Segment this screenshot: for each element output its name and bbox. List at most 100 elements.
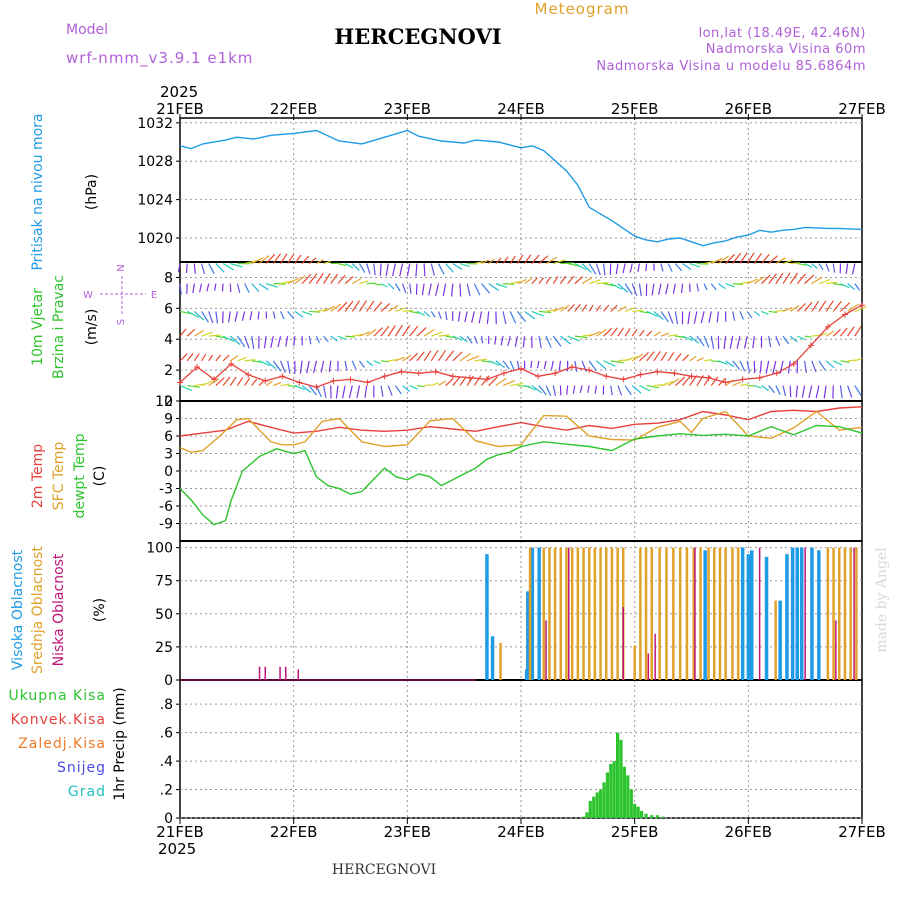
wind-arrow — [459, 283, 462, 297]
wind-speed-marker — [859, 302, 865, 309]
wind-arrow — [322, 385, 327, 399]
wind-arrow — [473, 375, 482, 386]
wind-arrow — [193, 263, 196, 274]
wind-speed-marker — [347, 376, 354, 383]
wind-arrow — [229, 376, 237, 386]
wind-arrow — [373, 263, 376, 276]
wind-arrow — [668, 334, 678, 337]
y-tick-label: 1024 — [137, 193, 173, 209]
wind-speed-marker — [739, 376, 746, 383]
wind-arrow — [348, 385, 353, 399]
wind-arrow — [424, 384, 432, 387]
cloud-bar — [853, 547, 855, 680]
wind-arrow — [761, 385, 769, 391]
wind-speed-marker — [705, 374, 712, 381]
y-tick-label: 75 — [155, 574, 173, 590]
wind-arrow — [323, 305, 335, 312]
wind-arrow — [244, 359, 256, 362]
wind-arrow — [366, 263, 371, 275]
wind-arrow — [689, 355, 697, 362]
wind-arrow — [236, 377, 244, 386]
wind-arrow — [473, 335, 478, 344]
wind-arrow — [833, 283, 844, 286]
wind-arrow — [437, 263, 445, 275]
wind-arrow — [818, 279, 831, 285]
wind-arrow — [624, 385, 632, 396]
wind-arrow — [507, 335, 511, 347]
wind-arrow — [645, 263, 648, 272]
wind-arrow — [423, 328, 435, 337]
wind-arrow — [215, 354, 222, 362]
wind-arrow — [287, 253, 295, 264]
wind-unit: (m/s) — [84, 309, 100, 346]
wind-arrow — [516, 254, 524, 264]
wind-arrow — [379, 263, 382, 276]
wind-speed-marker — [228, 360, 235, 367]
compass-e: E — [151, 290, 157, 301]
wind-arrow — [344, 300, 354, 312]
wind-arrow — [478, 311, 483, 324]
wind-arrow — [739, 311, 744, 320]
wind-arrow — [765, 360, 770, 374]
wind-arrow — [228, 311, 231, 323]
wind-arrow — [464, 311, 468, 323]
cloud-bar — [593, 547, 597, 680]
wind-arrow — [732, 381, 741, 387]
wind-arrow — [768, 255, 778, 264]
wind-arrow — [402, 385, 411, 393]
wind-speed-marker — [364, 379, 371, 386]
wind-arrow — [687, 311, 691, 325]
cloud-bar — [785, 554, 789, 680]
wind-arrow — [574, 276, 584, 285]
cloud-bar — [736, 547, 740, 680]
wind-arrow — [509, 311, 517, 324]
wind-speed-marker — [552, 370, 559, 377]
wind-arrow — [186, 310, 199, 318]
wind-arrow — [208, 334, 221, 337]
wind-arrow — [244, 259, 258, 265]
y-tick-label: -3 — [159, 482, 173, 498]
temp-line-1 — [179, 410, 863, 454]
credit-text: made by Angel — [874, 547, 890, 653]
y-tick-label: 1032 — [137, 116, 173, 132]
wind-arrow — [646, 384, 660, 389]
wind-arrow — [739, 252, 748, 264]
wind-arrow — [435, 283, 440, 296]
wind-arrow — [438, 334, 450, 337]
cloud-bar — [285, 666, 287, 680]
wind-speed-marker — [381, 373, 388, 380]
precip-bar — [622, 766, 626, 818]
wind-arrow — [558, 360, 562, 371]
wind-arrow — [610, 304, 618, 312]
x-tick-label-bottom: 24FEB — [497, 823, 544, 841]
cloud-bar — [665, 547, 668, 680]
wind-arrow — [316, 258, 324, 265]
wind-speed-marker — [449, 373, 456, 380]
wind-arrow — [775, 272, 784, 284]
wind-speed-marker — [518, 365, 524, 372]
wind-arrow — [818, 300, 827, 312]
y-tick-label: 1028 — [137, 154, 173, 170]
wind-arrow — [316, 308, 329, 313]
wind-arrow — [718, 360, 728, 365]
cloud-bar — [835, 620, 837, 680]
wind-arrow — [366, 360, 373, 367]
cloud-bar — [616, 547, 619, 680]
wind-arrow — [437, 311, 442, 320]
cloud-bar — [826, 547, 830, 680]
wind-arrow — [825, 330, 835, 337]
wind-arrow — [500, 336, 504, 346]
wind-arrow — [768, 385, 776, 394]
y-tick-label: -6 — [159, 499, 173, 515]
wind-arrow — [215, 263, 225, 273]
wind-arrow — [323, 335, 329, 343]
wind-arrow — [294, 275, 306, 285]
cloud-bar — [644, 547, 648, 680]
wind-arrow — [602, 263, 606, 276]
wind-arrow — [208, 311, 214, 324]
wind-arrow — [559, 275, 567, 284]
wind-arrow — [352, 333, 363, 337]
wind-arrow — [287, 360, 291, 374]
y-tick-label: 0 — [164, 673, 173, 689]
